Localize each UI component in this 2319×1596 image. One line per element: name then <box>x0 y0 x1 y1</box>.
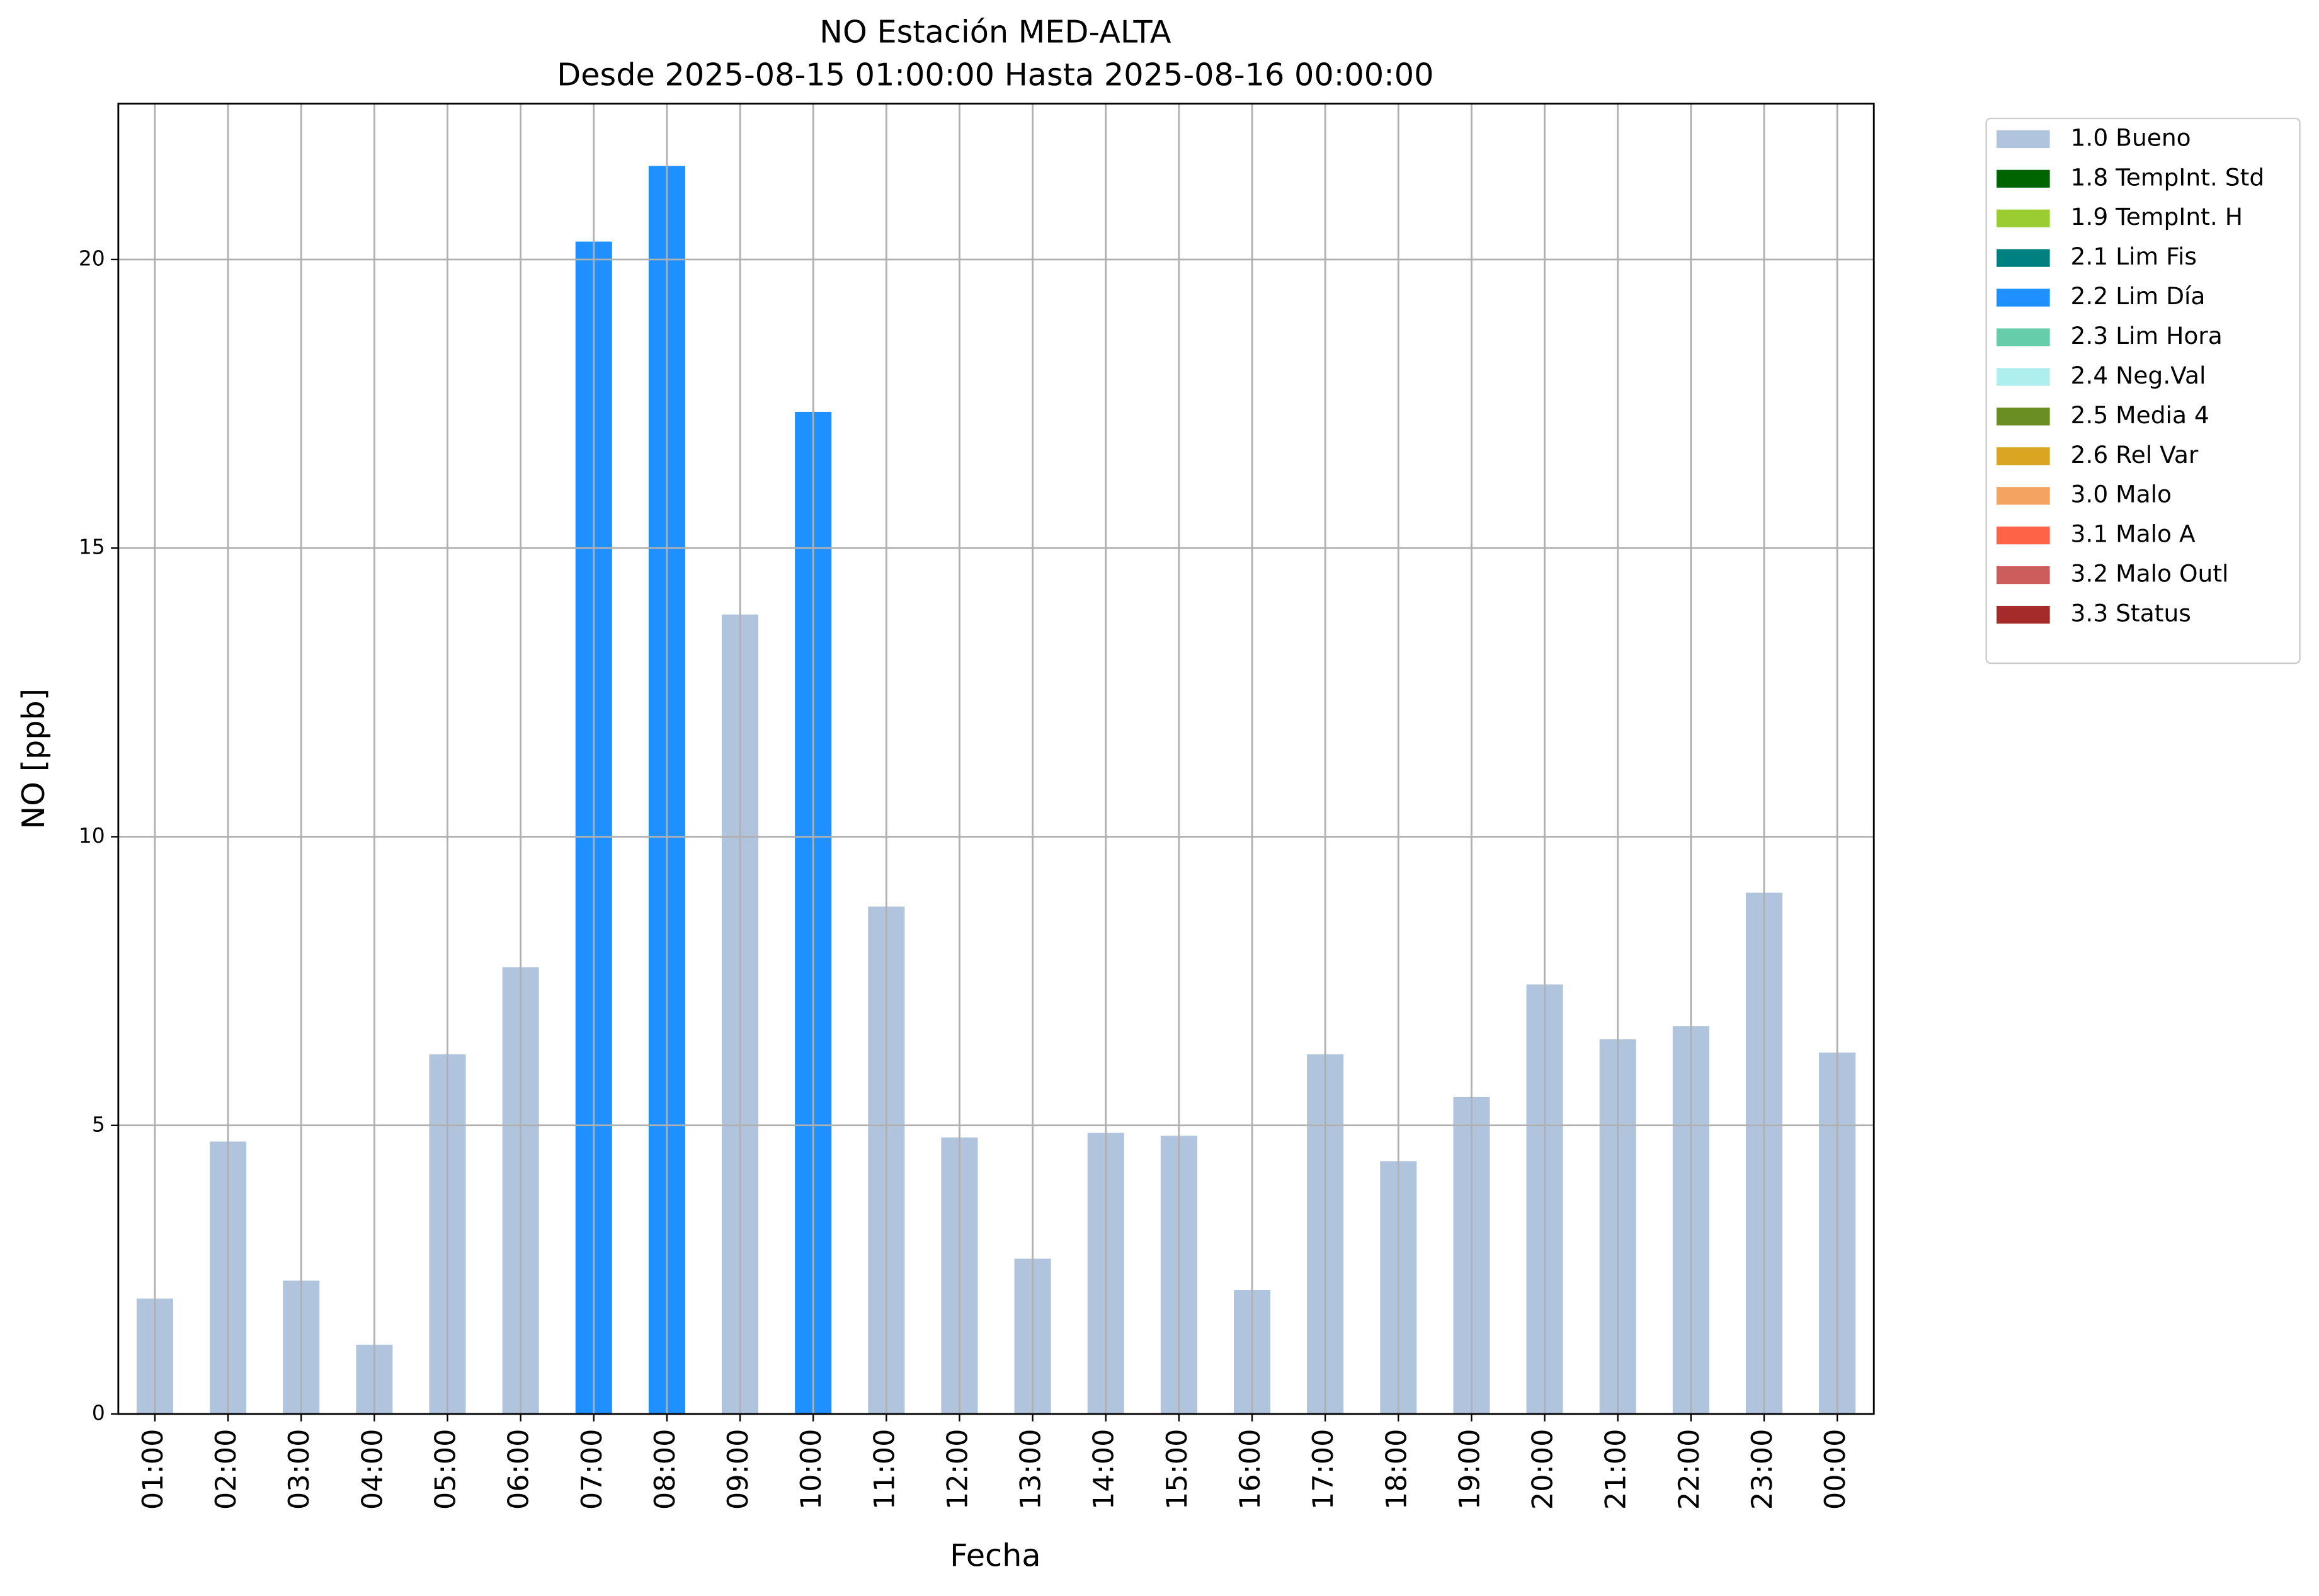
x-tick-label: 19:00 <box>1453 1429 1486 1510</box>
legend-label: 2.2 Lim Día <box>2071 282 2206 310</box>
x-tick-label: 01:00 <box>137 1429 169 1510</box>
y-tick-label: 10 <box>79 823 105 848</box>
x-tick-label: 22:00 <box>1673 1429 1706 1510</box>
x-tick-label: 17:00 <box>1307 1429 1340 1510</box>
x-tick-label: 10:00 <box>795 1429 828 1510</box>
y-tick-label: 5 <box>92 1112 105 1136</box>
legend-swatch <box>1997 447 2050 465</box>
legend-swatch <box>1997 368 2050 386</box>
legend-label: 3.0 Malo <box>2071 481 2172 508</box>
x-tick-label: 05:00 <box>429 1429 462 1510</box>
legend-label: 2.5 Media 4 <box>2071 401 2209 429</box>
x-tick-label: 18:00 <box>1380 1429 1413 1510</box>
x-tick-label: 12:00 <box>941 1429 974 1510</box>
x-tick-label: 15:00 <box>1161 1429 1194 1510</box>
y-tick-label: 20 <box>79 246 105 270</box>
x-tick-label: 23:00 <box>1746 1429 1779 1510</box>
legend-label: 3.3 Status <box>2071 600 2191 627</box>
x-tick-label: 02:00 <box>210 1429 242 1510</box>
legend-swatch <box>1997 408 2050 426</box>
x-tick-label: 08:00 <box>649 1429 681 1510</box>
legend-swatch <box>1997 605 2050 624</box>
legend-label: 2.1 Lim Fis <box>2071 242 2197 270</box>
x-tick-label: 20:00 <box>1527 1429 1559 1510</box>
legend-label: 3.2 Malo Outl <box>2071 560 2229 588</box>
x-tick-label: 21:00 <box>1600 1429 1632 1510</box>
x-tick-label: 14:00 <box>1088 1429 1120 1510</box>
chart-subtitle: Desde 2025-08-15 01:00:00 Hasta 2025-08-… <box>557 57 1433 93</box>
x-axis-label: Fecha <box>950 1537 1041 1573</box>
legend-label: 2.6 Rel Var <box>2071 441 2199 469</box>
legend-label: 2.3 Lim Hora <box>2071 322 2223 350</box>
x-tick-label: 16:00 <box>1234 1429 1267 1510</box>
legend-swatch <box>1997 209 2050 227</box>
x-tick-label: 13:00 <box>1015 1429 1047 1510</box>
x-tick-label: 00:00 <box>1819 1429 1852 1510</box>
legend-label: 3.1 Malo A <box>2071 520 2196 548</box>
x-tick-label: 07:00 <box>576 1429 608 1510</box>
legend-swatch <box>1997 527 2050 545</box>
x-tick-label: 11:00 <box>868 1429 901 1510</box>
legend-swatch <box>1997 566 2050 584</box>
legend-swatch <box>1997 169 2050 188</box>
y-tick-label: 15 <box>79 535 105 559</box>
chart-title: NO Estación MED-ALTA <box>819 14 1171 50</box>
x-tick-label: 03:00 <box>283 1429 316 1510</box>
legend-swatch <box>1997 130 2050 148</box>
x-tick-label: 06:00 <box>503 1429 535 1510</box>
legend-label: 1.8 TempInt. Std <box>2071 163 2265 191</box>
legend-swatch <box>1997 288 2050 307</box>
y-tick-label: 0 <box>92 1401 105 1425</box>
legend-label: 1.0 Bueno <box>2071 123 2191 151</box>
x-tick-label: 09:00 <box>722 1429 755 1510</box>
legend-label: 1.9 TempInt. H <box>2071 203 2243 231</box>
plot-frame <box>117 103 1875 1415</box>
legend-swatch <box>1997 328 2050 346</box>
legend-label: 2.4 Neg.Val <box>2071 362 2206 389</box>
x-tick-label: 04:00 <box>356 1429 389 1510</box>
y-axis-label: NO [ppb] <box>15 688 52 829</box>
legend-swatch <box>1997 487 2050 505</box>
legend-swatch <box>1997 249 2050 267</box>
legend-frame <box>1985 117 2301 664</box>
